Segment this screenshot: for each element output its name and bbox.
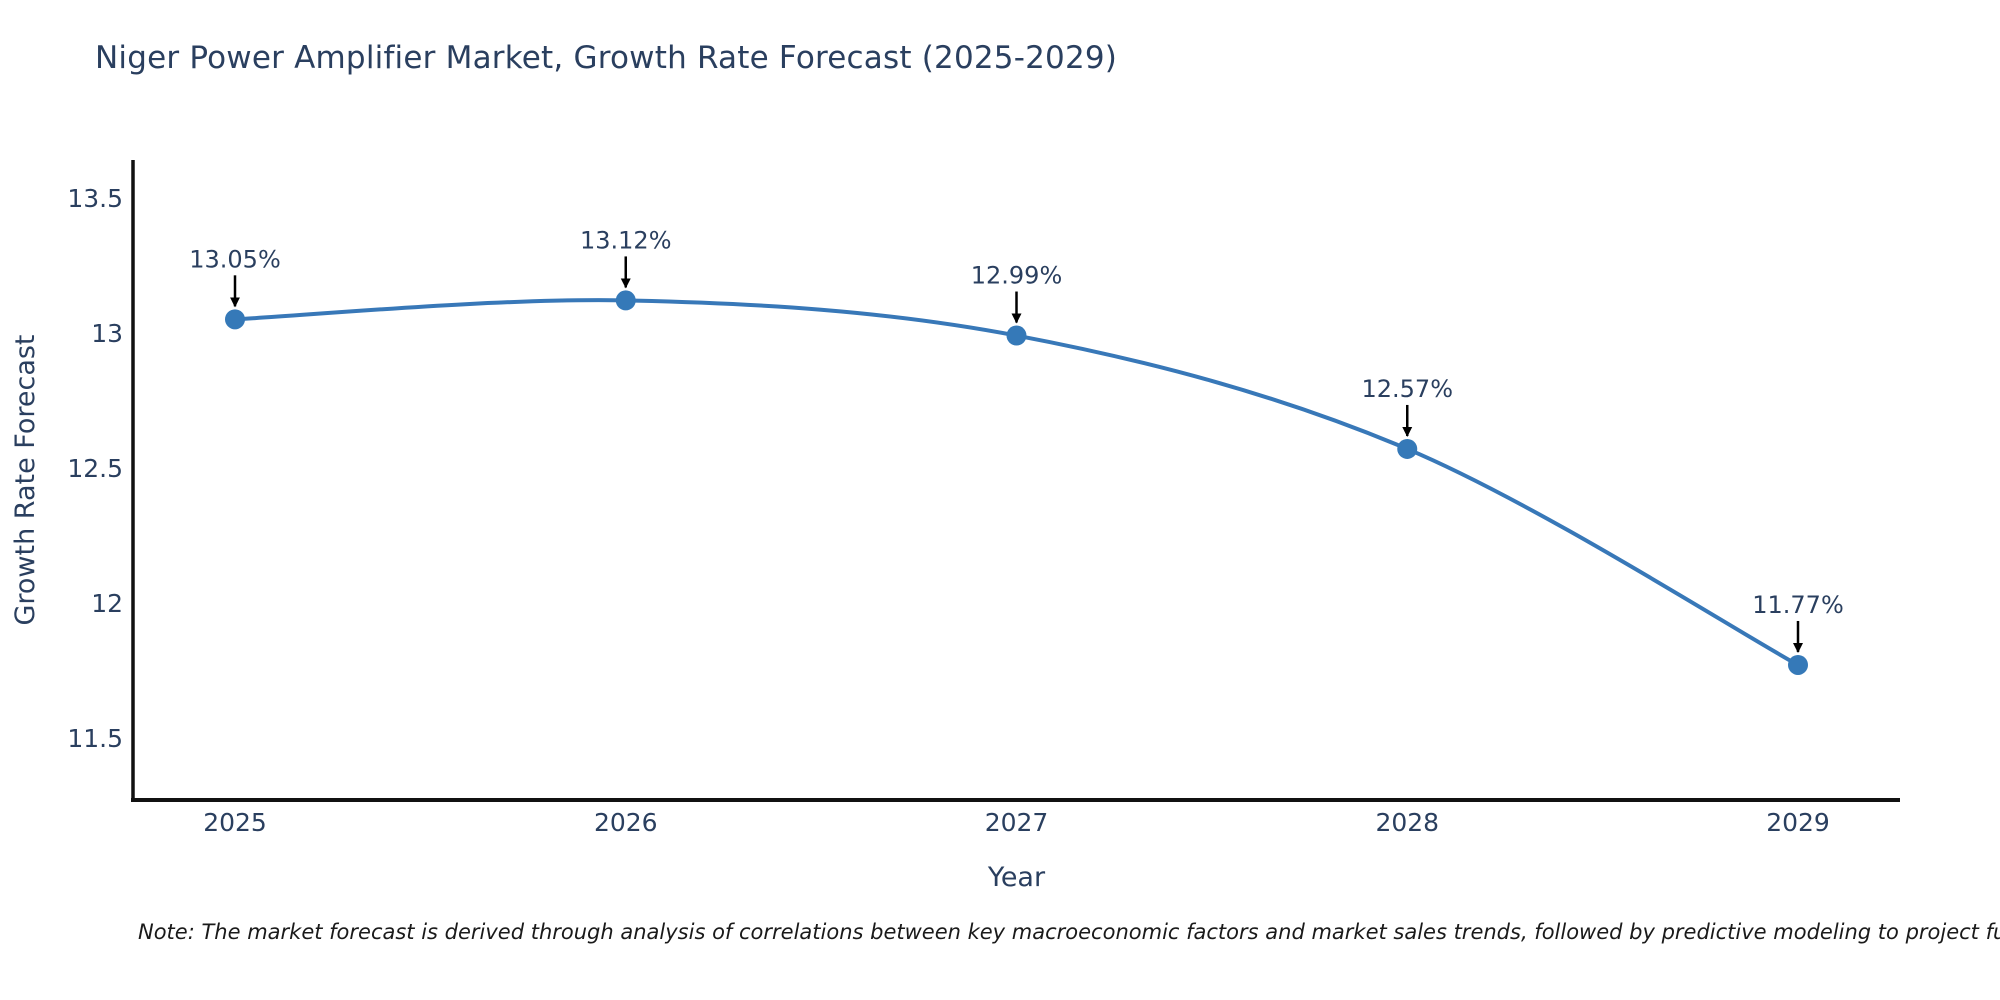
series-line bbox=[234, 298, 1799, 667]
x-tick-label: 2029 bbox=[1766, 808, 1830, 837]
x-axis-title: Year bbox=[987, 862, 1046, 893]
y-axis-title: Growth Rate Forecast bbox=[10, 334, 41, 625]
data-point-2025[interactable] bbox=[225, 309, 245, 330]
x-tick-label: 2027 bbox=[985, 808, 1049, 837]
data-point-2026[interactable] bbox=[615, 290, 636, 311]
point-annotation: 12.99% bbox=[971, 262, 1063, 290]
y-tick-label: 12 bbox=[91, 589, 123, 618]
point-annotation: 13.12% bbox=[580, 226, 672, 254]
y-tick-label: 12.5 bbox=[67, 454, 123, 483]
x-tick-label: 2025 bbox=[203, 808, 267, 837]
point-annotation: 11.77% bbox=[1752, 591, 1844, 619]
point-annotation: 13.05% bbox=[189, 245, 281, 273]
data-point-2028[interactable] bbox=[1397, 438, 1418, 459]
y-tick-label: 11.5 bbox=[67, 724, 123, 753]
y-tick-label: 13.5 bbox=[67, 184, 123, 213]
chart-title: Niger Power Amplifier Market, Growth Rat… bbox=[95, 40, 1118, 76]
x-tick-label: 2026 bbox=[594, 808, 658, 837]
data-point-2029[interactable] bbox=[1788, 654, 1808, 675]
data-point-2027[interactable] bbox=[1006, 325, 1027, 346]
y-tick-label: 13 bbox=[91, 319, 123, 348]
point-annotation: 12.57% bbox=[1361, 375, 1453, 403]
footnote: Note: The market forecast is derived thr… bbox=[138, 920, 2000, 944]
x-tick-label: 2028 bbox=[1375, 808, 1439, 837]
